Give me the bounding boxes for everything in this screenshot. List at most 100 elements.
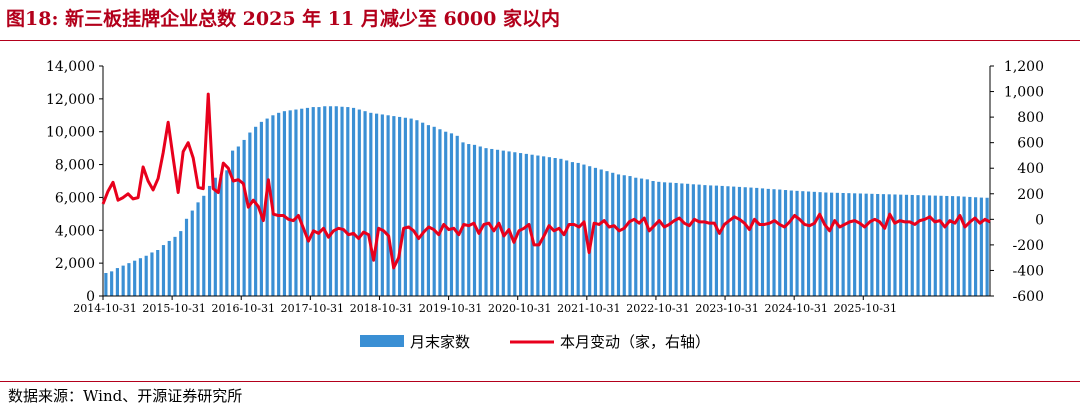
bar-46 <box>369 112 373 296</box>
y-right-tick-label-4: 200 <box>1017 187 1044 203</box>
bar-40 <box>334 106 338 296</box>
bar-146 <box>945 195 949 296</box>
bar-17 <box>202 195 206 296</box>
bar-109 <box>732 186 736 296</box>
bar-94 <box>645 179 649 296</box>
bar-42 <box>346 107 350 296</box>
bar-123 <box>812 191 816 296</box>
bar-7 <box>144 255 148 296</box>
bar-64 <box>472 144 477 296</box>
bar-140 <box>910 194 914 296</box>
x-tick-label-10: 2024-10-31 <box>764 302 827 315</box>
bar-121 <box>801 191 805 296</box>
bar-27 <box>259 121 263 296</box>
bar-153 <box>985 197 989 296</box>
bar-110 <box>737 186 742 296</box>
bar-88 <box>611 172 615 296</box>
bar-152 <box>979 197 983 296</box>
bar-125 <box>824 192 828 296</box>
bar-98 <box>668 182 672 296</box>
bar-30 <box>277 112 281 296</box>
y-right-tick-label-7: 800 <box>1017 110 1044 126</box>
bar-132 <box>864 193 868 296</box>
y-left-tick-label-3: 6,000 <box>55 190 95 206</box>
bar-111 <box>743 187 747 296</box>
bar-39 <box>328 106 333 296</box>
bar-113 <box>755 187 759 296</box>
y-left-tick-label-5: 10,000 <box>46 125 95 141</box>
bar-12 <box>173 236 177 296</box>
legend-line-label: 本月变动（家，右轴） <box>560 333 710 351</box>
x-tick-label-9: 2023-10-31 <box>695 302 758 315</box>
bar-91 <box>628 176 632 296</box>
source-divider <box>0 381 1080 382</box>
y-left-tick-label-6: 12,000 <box>46 92 95 108</box>
line-series-change <box>101 92 991 270</box>
y-right-tick-label-8: 1,000 <box>1004 85 1044 101</box>
bar-136 <box>887 194 891 296</box>
bar-72 <box>519 153 523 296</box>
y-left-tick-label-4: 8,000 <box>55 158 95 174</box>
y-right-tick-label-9: 1,200 <box>1004 59 1044 75</box>
bar-28 <box>265 118 269 296</box>
bar-43 <box>351 107 356 296</box>
bar-127 <box>835 192 839 296</box>
bar-84 <box>588 166 592 296</box>
x-tick-label-3: 2017-10-31 <box>281 302 344 315</box>
bar-22 <box>231 150 235 296</box>
bar-87 <box>605 171 609 296</box>
x-tick-label-6: 2020-10-31 <box>488 302 551 315</box>
bar-8 <box>150 252 154 296</box>
bar-96 <box>657 181 661 296</box>
bar-41 <box>340 106 344 297</box>
bar-119 <box>789 190 793 296</box>
bar-0 <box>104 273 108 296</box>
bar-85 <box>593 167 598 296</box>
bar-134 <box>876 193 880 296</box>
bar-2 <box>115 268 119 296</box>
y-left-tick-label-0: 0 <box>86 289 95 305</box>
bar-60 <box>449 133 454 296</box>
bar-89 <box>616 174 621 296</box>
bar-105 <box>709 185 713 296</box>
x-tick-label-2: 2016-10-31 <box>212 302 275 315</box>
bar-70 <box>507 151 511 296</box>
bar-45 <box>363 111 367 297</box>
y-right-tick-label-3: 0 <box>1035 212 1044 228</box>
bar-66 <box>484 148 488 296</box>
bar-86 <box>599 169 603 296</box>
bar-20 <box>219 174 223 296</box>
bar-143 <box>927 195 932 296</box>
bar-5 <box>133 260 137 296</box>
bar-74 <box>530 154 534 296</box>
bar-71 <box>513 152 517 296</box>
bar-139 <box>904 194 909 296</box>
x-tick-label-4: 2018-10-31 <box>350 302 413 315</box>
bar-92 <box>634 177 638 296</box>
bar-10 <box>161 245 166 296</box>
bar-120 <box>795 190 799 296</box>
bar-95 <box>651 181 655 296</box>
y-right-tick-label-6: 600 <box>1017 136 1044 152</box>
combo-chart: 0 2,000 4,000 6,000 8,000 10,000 12,000 14,000 -… <box>46 59 1044 351</box>
bar-97 <box>662 182 667 296</box>
bar-75 <box>536 155 540 296</box>
bar-18 <box>207 185 212 296</box>
bar-141 <box>916 195 920 296</box>
title-divider <box>0 40 1080 41</box>
bar-61 <box>455 135 459 296</box>
bar-58 <box>438 129 442 296</box>
bar-135 <box>881 194 886 296</box>
bar-65 <box>478 146 482 296</box>
bar-78 <box>553 158 557 296</box>
x-tick-label-8: 2022-10-31 <box>626 302 689 315</box>
bar-90 <box>622 175 626 296</box>
bar-52 <box>403 117 407 296</box>
bar-50 <box>392 116 396 296</box>
bar-137 <box>893 194 897 296</box>
bar-31 <box>282 111 287 297</box>
x-tick-label-0: 2014-10-31 <box>73 302 136 315</box>
bar-53 <box>409 118 413 296</box>
bar-37 <box>317 107 321 296</box>
